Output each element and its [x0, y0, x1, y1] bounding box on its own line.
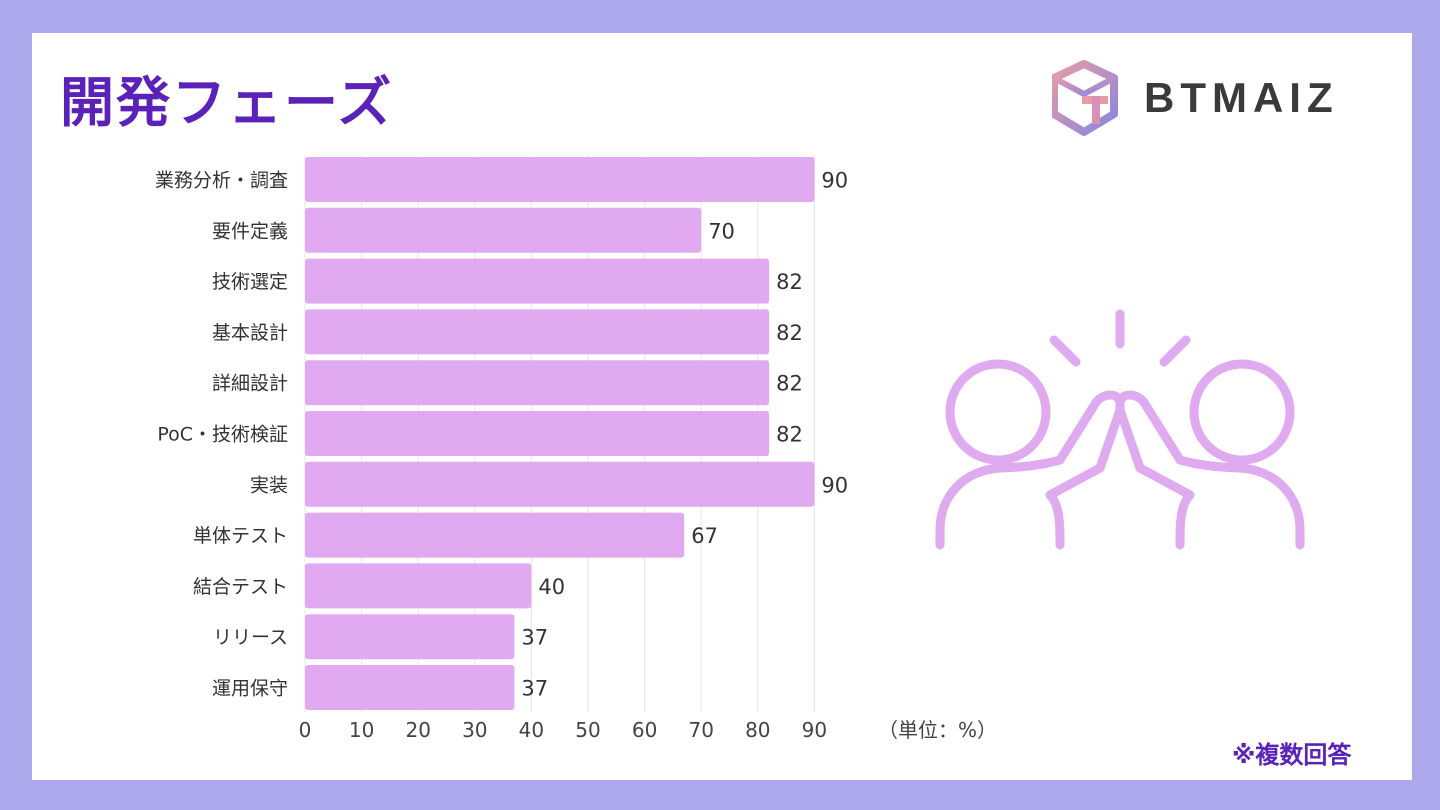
category-label: 要件定義 [212, 220, 288, 242]
x-tick-label: 90 [802, 718, 827, 742]
bar [305, 665, 515, 710]
category-label: 技術選定 [212, 271, 288, 293]
x-tick-label: 40 [519, 718, 544, 742]
data-label: 90 [821, 473, 848, 497]
bar [305, 563, 532, 609]
category-label: 運用保守 [212, 678, 288, 700]
data-label: 82 [776, 270, 803, 294]
brand-name: BTMAIZ [1144, 74, 1339, 121]
bar [305, 614, 515, 660]
category-label: 単体テスト [193, 525, 288, 547]
data-label: 37 [521, 677, 548, 701]
data-label: 40 [538, 575, 565, 599]
bar-chart: 0 10 20 30 40 50 60 70 80 90 業務分析・調査 90 要件定義 70 技術選定 82… [155, 155, 997, 743]
unit-label: （単位：%） [878, 718, 997, 742]
x-tick-label: 70 [688, 718, 713, 742]
data-label: 82 [776, 321, 803, 345]
bar [305, 157, 815, 202]
category-label: リリース [213, 627, 288, 649]
x-tick-label: 0 [299, 718, 312, 742]
x-tick-label: 60 [632, 718, 657, 742]
bar [305, 411, 770, 456]
category-label: 実装 [250, 474, 288, 496]
bar [305, 258, 770, 304]
category-label: 詳細設計 [212, 373, 288, 395]
bar [305, 309, 770, 355]
data-label: 37 [521, 626, 548, 650]
high-five-icon [935, 309, 1305, 550]
page-title: 開発フェーズ [60, 71, 394, 134]
cube-logo-icon [1050, 60, 1118, 136]
data-label: 90 [821, 169, 848, 193]
data-label: 82 [776, 423, 803, 447]
bars [305, 157, 815, 710]
bar [305, 512, 685, 558]
category-label: PoC・技術検証 [157, 424, 288, 446]
category-label: 業務分析・調査 [155, 170, 288, 192]
x-tick-label: 50 [575, 718, 600, 742]
x-tick-label: 20 [405, 718, 430, 742]
bar [305, 360, 770, 406]
x-tick-label: 80 [745, 718, 770, 742]
data-label: 82 [776, 372, 803, 396]
x-tick-label: 30 [462, 718, 487, 742]
data-label: 67 [691, 524, 718, 548]
footnote: ※複数回答 [1232, 741, 1352, 769]
brand-logo: BTMAIZ [1050, 60, 1392, 140]
data-label: 70 [708, 219, 735, 243]
category-label: 基本設計 [212, 322, 288, 344]
category-label: 結合テスト [193, 576, 288, 598]
bar [305, 207, 702, 253]
bar [305, 461, 815, 507]
x-tick-label: 10 [349, 718, 374, 742]
labels: 0 10 20 30 40 50 60 70 80 90 業務分析・調査 90 要件定義 70 技術選定 82… [155, 169, 848, 743]
